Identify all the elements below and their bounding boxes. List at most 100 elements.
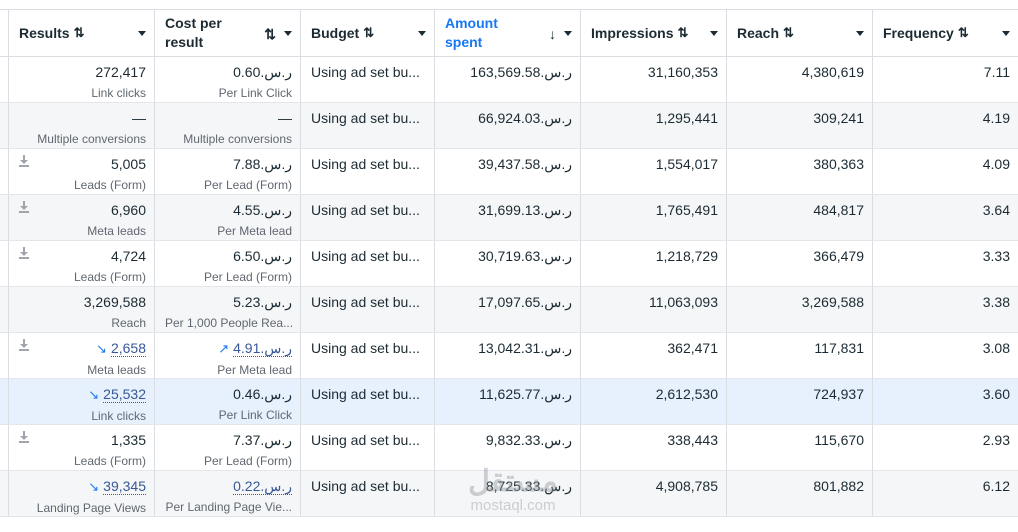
- reach-value: 3,269,588: [801, 294, 864, 310]
- column-header-label: Frequency: [883, 24, 954, 41]
- impressions-cell: 362,471: [580, 333, 726, 379]
- budget-value: Using ad set bu...: [311, 64, 420, 80]
- reach-value: 115,670: [814, 432, 864, 448]
- chevron-down-icon[interactable]: [1002, 31, 1010, 36]
- cost-cell: ↗ ر.س.4.91 Per Meta lead: [154, 333, 300, 379]
- amount-spent-value: ر.س.17,097.65: [478, 294, 572, 310]
- budget-cell[interactable]: Using ad set bu...: [300, 149, 434, 195]
- trend-down-icon: ↘: [88, 479, 100, 494]
- column-header-label: Amount spent: [445, 15, 498, 50]
- impressions-value: 1,554,017: [655, 156, 718, 172]
- chevron-down-icon[interactable]: [856, 31, 864, 36]
- chevron-down-icon[interactable]: [284, 31, 292, 36]
- results-cell: — Multiple conversions: [8, 103, 154, 149]
- chevron-down-icon[interactable]: [564, 31, 572, 36]
- column-header-budget[interactable]: Budget ⇅: [300, 9, 434, 57]
- reach-cell: 366,479: [726, 241, 872, 287]
- budget-cell[interactable]: Using ad set bu...: [300, 425, 434, 471]
- chevron-down-icon[interactable]: [138, 31, 146, 36]
- cost-cell: ر.س.0.46 Per Link Click: [154, 379, 300, 425]
- cost-value: ر.س.6.50: [233, 248, 292, 264]
- download-icon[interactable]: [19, 201, 29, 213]
- frequency-cell: 3.33: [872, 241, 1018, 287]
- frequency-cell: 7.11: [872, 57, 1018, 103]
- results-link[interactable]: 2,658: [110, 340, 146, 357]
- reach-cell: 4,380,619: [726, 57, 872, 103]
- budget-value: Using ad set bu...: [311, 432, 420, 448]
- cost-cell: ر.س.4.55 Per Meta lead: [154, 195, 300, 241]
- sort-icon[interactable]: ⇅: [783, 25, 794, 40]
- budget-cell[interactable]: Using ad set bu...: [300, 333, 434, 379]
- reach-cell: 801,882: [726, 471, 872, 517]
- cost-value: ر.س.7.88: [233, 156, 292, 172]
- impressions-cell: 1,554,017: [580, 149, 726, 195]
- download-icon[interactable]: [19, 247, 29, 259]
- frequency-cell: 4.09: [872, 149, 1018, 195]
- download-icon[interactable]: [19, 339, 29, 351]
- results-type: Multiple conversions: [37, 132, 146, 146]
- budget-cell[interactable]: Using ad set bu...: [300, 241, 434, 287]
- impressions-cell: 2,612,530: [580, 379, 726, 425]
- results-value: 3,269,588: [83, 294, 146, 310]
- column-header-reach[interactable]: Reach ⇅: [726, 9, 872, 57]
- chevron-down-icon[interactable]: [710, 31, 718, 36]
- column-header-impressions[interactable]: Impressions ⇅: [580, 9, 726, 57]
- results-value: 1,335: [110, 432, 146, 448]
- cost-type: Per 1,000 People Rea...: [165, 316, 292, 330]
- cost-type: Per Landing Page Vie...: [165, 500, 292, 514]
- results-link[interactable]: 39,345: [103, 478, 146, 495]
- results-cell: 3,269,588 Reach: [8, 287, 154, 333]
- sort-icon[interactable]: ⇅: [677, 25, 688, 40]
- frequency-value: 4.19: [982, 110, 1010, 126]
- budget-cell[interactable]: Using ad set bu...: [300, 103, 434, 149]
- cost-link[interactable]: ر.س.0.22: [233, 478, 292, 495]
- column-header-results[interactable]: Results ⇅: [8, 9, 154, 57]
- sort-icon[interactable]: ⇅: [73, 25, 85, 40]
- cost-value: ر.س.0.60: [233, 64, 292, 80]
- results-cell: 4,724 Leads (Form): [8, 241, 154, 287]
- results-type: Landing Page Views: [36, 501, 146, 515]
- impressions-cell: 338,443: [580, 425, 726, 471]
- column-header-frequency[interactable]: Frequency ⇅: [872, 9, 1018, 57]
- column-header-label: Results: [19, 24, 70, 41]
- column-header-label: Cost per result: [165, 15, 222, 50]
- reach-value: 380,363: [813, 156, 864, 172]
- amount-spent-cell: ر.س.39,437.58: [434, 149, 580, 195]
- sort-icon[interactable]: ⇅: [957, 25, 969, 40]
- budget-cell[interactable]: Using ad set bu...: [300, 57, 434, 103]
- budget-value: Using ad set bu...: [311, 340, 420, 356]
- download-icon[interactable]: [19, 155, 29, 167]
- results-link[interactable]: 25,532: [103, 386, 146, 403]
- budget-cell[interactable]: Using ad set bu...: [300, 195, 434, 241]
- column-header-amount-spent[interactable]: Amount spent ↓: [434, 9, 580, 57]
- reach-value: 366,479: [813, 248, 864, 264]
- results-type: Reach: [111, 316, 146, 330]
- column-header-label: Reach: [737, 24, 780, 41]
- cost-value: ر.س.4.55: [233, 202, 292, 218]
- budget-cell[interactable]: Using ad set bu...: [300, 379, 434, 425]
- sort-desc-icon[interactable]: ↓: [549, 26, 556, 42]
- chevron-down-icon[interactable]: [418, 31, 426, 36]
- sort-icon[interactable]: ⇅: [363, 25, 374, 40]
- cost-value: ر.س.0.46: [233, 386, 292, 402]
- sort-icon[interactable]: ⇅: [264, 26, 276, 42]
- results-cell: ↘ 2,658 Meta leads: [8, 333, 154, 379]
- results-value: 4,724: [110, 248, 146, 264]
- reach-value: 309,241: [813, 110, 864, 126]
- download-icon[interactable]: [19, 431, 29, 443]
- frequency-cell: 3.38: [872, 287, 1018, 333]
- reach-value: 801,882: [813, 478, 864, 494]
- cost-type: Per Link Click: [218, 408, 292, 422]
- column-header-cost-per-result[interactable]: Cost per result ⇅: [154, 9, 300, 57]
- impressions-value: 362,471: [667, 340, 718, 356]
- frequency-value: 3.33: [982, 248, 1010, 264]
- impressions-value: 31,160,353: [647, 64, 718, 80]
- budget-value: Using ad set bu...: [311, 294, 420, 310]
- reach-cell: 117,831: [726, 333, 872, 379]
- budget-cell[interactable]: Using ad set bu...: [300, 471, 434, 517]
- amount-spent-cell: ر.س.17,097.65: [434, 287, 580, 333]
- budget-cell[interactable]: Using ad set bu...: [300, 287, 434, 333]
- cost-link[interactable]: ر.س.4.91: [233, 340, 292, 357]
- amount-spent-cell: ر.س.13,042.31: [434, 333, 580, 379]
- amount-spent-cell: ر.س.31,699.13: [434, 195, 580, 241]
